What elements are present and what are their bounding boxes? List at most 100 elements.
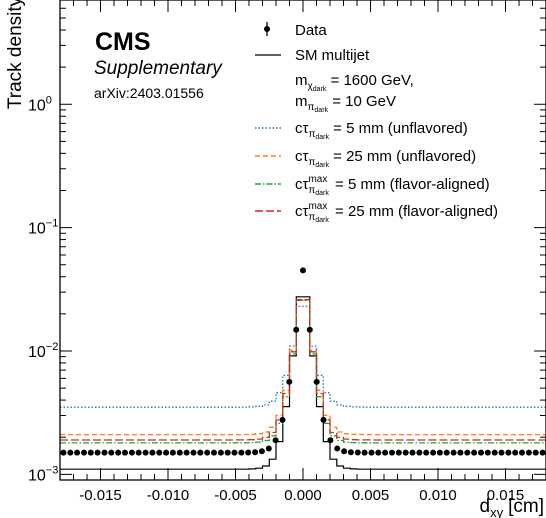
x-ticks: -0.015 -0.010 -0.005 0.000 0.005 0.010 0.015 bbox=[73, 0, 533, 504]
legend-entry-sm: SM multijet bbox=[255, 47, 370, 64]
x-tick-label: 0.010 bbox=[419, 487, 457, 504]
sig2-post: = 25 mm (unflavored) bbox=[329, 148, 476, 165]
data-point bbox=[471, 449, 478, 456]
legend-sig1-label: cτπdark = 5 mm (unflavored) bbox=[295, 120, 468, 141]
data-point bbox=[245, 449, 252, 456]
data-point bbox=[375, 449, 382, 456]
data-point bbox=[300, 267, 306, 274]
x-axis-label-unit: [cm] bbox=[508, 496, 544, 517]
legend-sig4-label: cτmax πdark = 25 mm (flavor-aligned) bbox=[295, 201, 498, 224]
mpi-subsub: dark bbox=[314, 107, 328, 114]
legend-sig2-label: cτπdark = 25 mm (unflavored) bbox=[295, 148, 476, 169]
data-point bbox=[81, 449, 87, 456]
data-point bbox=[190, 449, 197, 456]
data-point bbox=[512, 449, 519, 456]
data-point bbox=[395, 449, 402, 456]
data-point bbox=[293, 326, 300, 333]
sig1-sub: π bbox=[308, 129, 315, 140]
data-point bbox=[382, 449, 389, 456]
data-point bbox=[484, 449, 491, 456]
sig2-pre: cτ bbox=[295, 148, 309, 165]
data-point bbox=[525, 449, 532, 456]
mpi-post: = 10 GeV bbox=[328, 93, 396, 110]
mchi-pre: m bbox=[295, 72, 308, 89]
data-point bbox=[163, 449, 170, 456]
legend-data-label: Data bbox=[295, 22, 327, 39]
data-point bbox=[416, 449, 423, 456]
data-point bbox=[128, 449, 135, 456]
curve-sm bbox=[60, 296, 546, 470]
y-tick-label: 10−3 bbox=[28, 464, 58, 484]
data-point bbox=[108, 449, 115, 456]
x-tick-label: -0.015 bbox=[79, 487, 122, 504]
x-tick-label: -0.005 bbox=[214, 487, 257, 504]
data-point bbox=[204, 449, 211, 456]
x-axis-label-main: d bbox=[480, 496, 491, 517]
data-point bbox=[115, 449, 122, 456]
sig4-sub: π bbox=[308, 212, 315, 223]
mpi-pre: m bbox=[295, 93, 308, 110]
data-point bbox=[258, 448, 265, 455]
x-axis-label-sub: xy bbox=[490, 505, 504, 518]
data-point bbox=[135, 449, 142, 456]
curves-layer bbox=[60, 296, 546, 470]
data-point bbox=[265, 445, 272, 452]
sig2-sub: π bbox=[308, 157, 315, 168]
data-point bbox=[87, 449, 94, 456]
data-point bbox=[436, 449, 443, 456]
data-point bbox=[491, 449, 498, 456]
sig4-sup: max bbox=[308, 201, 327, 212]
x-axis-label: dxy [cm] bbox=[480, 496, 544, 518]
data-point bbox=[101, 449, 108, 456]
data-point bbox=[347, 449, 354, 456]
curve-sig4 bbox=[60, 299, 546, 441]
data-point bbox=[361, 449, 368, 456]
data-point bbox=[74, 449, 81, 456]
data-point bbox=[238, 449, 245, 456]
data-point bbox=[176, 449, 183, 456]
sig3-post: = 5 mm (flavor-aligned) bbox=[331, 176, 490, 193]
sig3-sub: π bbox=[308, 185, 315, 196]
legend-mass-chi: mχdark = 1600 GeV, bbox=[295, 72, 414, 93]
sig3-pre: cτ bbox=[295, 176, 309, 193]
experiment-label: CMS bbox=[95, 28, 151, 56]
legend-sig3-label: cτmax πdark = 5 mm (flavor-aligned) bbox=[295, 174, 490, 197]
data-point bbox=[334, 445, 341, 452]
data-point bbox=[94, 449, 101, 456]
data-point bbox=[217, 449, 224, 456]
mchi-post: = 1600 GeV, bbox=[326, 72, 413, 89]
data-point bbox=[423, 449, 430, 456]
sig3-sup: max bbox=[308, 174, 327, 185]
sig2-subsub: dark bbox=[315, 162, 329, 169]
data-point bbox=[67, 449, 74, 456]
sig1-pre: cτ bbox=[295, 120, 309, 137]
data-point bbox=[306, 326, 313, 333]
data-point bbox=[519, 449, 525, 456]
x-tick-label: 0.015 bbox=[487, 487, 525, 504]
sig4-post: = 25 mm (flavor-aligned) bbox=[331, 203, 498, 220]
legend-entry-data: Data bbox=[264, 22, 327, 39]
curve-sig1 bbox=[60, 305, 546, 408]
data-point bbox=[156, 449, 163, 456]
data-point bbox=[409, 449, 416, 456]
data-point bbox=[142, 449, 149, 456]
data-point bbox=[354, 449, 361, 456]
data-point bbox=[341, 448, 348, 455]
curve-sig3 bbox=[60, 299, 546, 444]
legend-mass-pi: mπdark = 10 GeV bbox=[295, 93, 396, 114]
legend-data-marker bbox=[264, 26, 270, 32]
data-point bbox=[478, 449, 484, 456]
mchi-sub: χ bbox=[308, 81, 314, 92]
legend-entry-sig1: cτπdark = 5 mm (unflavored) bbox=[255, 120, 468, 141]
sig4-pre: cτ bbox=[295, 203, 309, 220]
reference-label: arXiv:2403.01556 bbox=[94, 85, 204, 101]
data-point bbox=[279, 416, 286, 423]
legend-entry-sig3: cτmax πdark = 5 mm (flavor-aligned) bbox=[255, 174, 490, 197]
x-tick-label: 0.005 bbox=[352, 487, 390, 504]
status-label: Supplementary bbox=[94, 58, 223, 79]
x-tick-label: -0.010 bbox=[147, 487, 190, 504]
legend-entry-sig4: cτmax πdark = 25 mm (flavor-aligned) bbox=[255, 201, 498, 224]
data-point bbox=[231, 449, 238, 456]
data-point bbox=[183, 449, 190, 456]
data-point bbox=[498, 449, 505, 456]
